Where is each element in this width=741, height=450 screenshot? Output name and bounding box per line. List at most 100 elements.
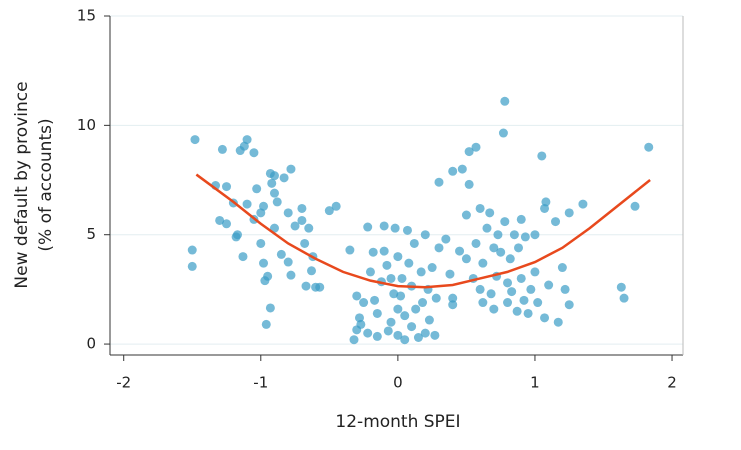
point	[215, 215, 225, 225]
point	[324, 206, 334, 216]
y-tick-label: 10	[77, 116, 96, 134]
point	[363, 328, 373, 338]
point	[411, 304, 421, 314]
point	[352, 291, 362, 301]
point	[431, 293, 441, 303]
point	[265, 303, 275, 313]
point	[553, 317, 563, 327]
point	[540, 313, 550, 323]
point	[286, 164, 296, 174]
point	[222, 219, 232, 229]
point	[345, 245, 355, 255]
point	[526, 284, 536, 294]
point	[242, 135, 252, 145]
point	[304, 223, 314, 233]
point	[379, 221, 389, 231]
point	[190, 135, 200, 145]
point	[578, 199, 588, 209]
point	[630, 201, 640, 211]
point	[448, 300, 458, 310]
point	[478, 258, 488, 268]
point	[430, 330, 440, 340]
point	[400, 335, 410, 345]
point	[283, 208, 293, 218]
x-tick-label: 2	[667, 374, 677, 392]
point	[397, 273, 407, 283]
point	[217, 144, 227, 154]
point	[498, 128, 508, 138]
point	[514, 243, 524, 253]
point	[478, 298, 488, 308]
point	[519, 295, 529, 305]
point	[461, 254, 471, 264]
point	[427, 263, 437, 273]
point	[485, 208, 495, 218]
point	[269, 223, 279, 233]
point	[365, 267, 375, 277]
point	[471, 142, 481, 152]
point	[283, 257, 293, 267]
point	[564, 300, 574, 310]
point	[232, 230, 242, 240]
x-tick-label: -2	[116, 374, 131, 392]
point	[276, 249, 286, 259]
point	[297, 203, 307, 213]
point	[420, 230, 430, 240]
point	[441, 234, 451, 244]
point	[389, 289, 399, 299]
point	[464, 147, 474, 157]
point	[464, 179, 474, 189]
point	[300, 238, 310, 248]
point	[222, 182, 232, 192]
point	[619, 293, 629, 303]
point	[363, 222, 373, 232]
point	[493, 230, 503, 240]
point	[616, 282, 626, 292]
point	[457, 164, 467, 174]
point	[560, 284, 570, 294]
point	[372, 308, 382, 318]
point	[386, 273, 396, 283]
point	[249, 148, 259, 158]
point	[544, 280, 554, 290]
point	[386, 317, 396, 327]
point	[475, 284, 485, 294]
point	[455, 246, 465, 256]
point	[349, 335, 359, 345]
point	[372, 331, 382, 341]
point	[359, 298, 369, 308]
x-tick-label: -1	[253, 374, 268, 392]
point	[393, 304, 403, 314]
point	[256, 238, 266, 248]
point	[331, 201, 341, 211]
point	[413, 333, 423, 343]
point	[187, 245, 197, 255]
point	[242, 199, 252, 209]
point	[486, 289, 496, 299]
point	[520, 232, 530, 242]
x-tick-label: 0	[393, 374, 403, 392]
point	[530, 230, 540, 240]
point	[434, 243, 444, 253]
point	[505, 254, 515, 264]
point	[530, 267, 540, 277]
point	[269, 171, 279, 181]
point	[537, 151, 547, 161]
point	[269, 188, 279, 198]
point	[416, 267, 426, 277]
point	[512, 306, 522, 316]
point	[503, 278, 513, 288]
point	[500, 217, 510, 227]
point	[434, 177, 444, 187]
point	[461, 210, 471, 220]
point	[259, 258, 269, 268]
point	[259, 201, 269, 211]
point	[551, 217, 561, 227]
y-axis-label: New default by province	[12, 81, 32, 288]
point	[482, 223, 492, 233]
point	[315, 282, 325, 292]
point	[396, 291, 406, 301]
point	[379, 246, 389, 256]
point	[516, 214, 526, 224]
